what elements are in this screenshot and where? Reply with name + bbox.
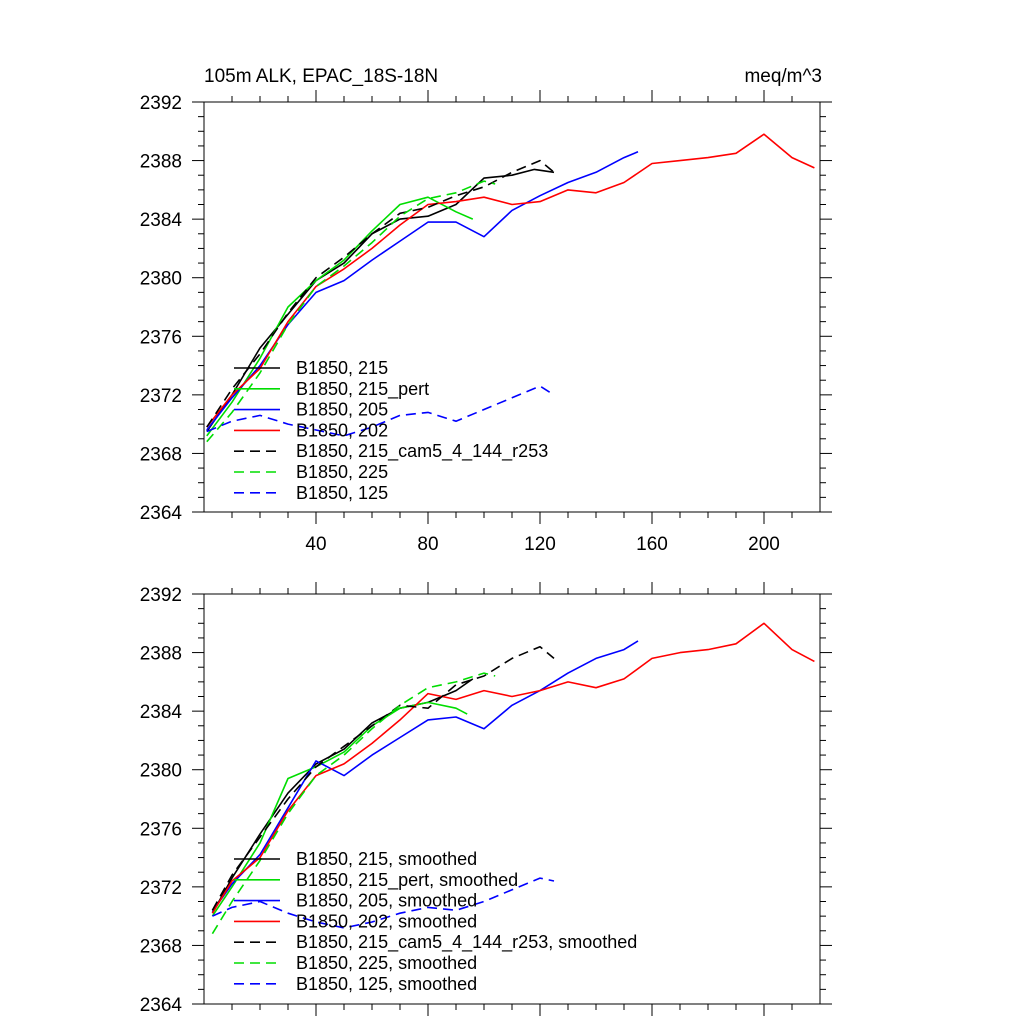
y-tick-label: 2384	[140, 210, 183, 231]
legend-label: B1850, 225, smoothed	[296, 953, 477, 973]
y-tick-label: 2380	[140, 269, 182, 290]
y-tick-label: 2364	[140, 995, 183, 1016]
series-line	[206, 180, 496, 443]
legend-label: B1850, 202	[296, 420, 388, 440]
series-line	[211, 622, 815, 914]
units-label: meq/m^3	[744, 66, 822, 87]
legend-label: B1850, 202, smoothed	[296, 911, 477, 931]
legend-label: B1850, 125	[296, 483, 388, 503]
series-line	[212, 877, 555, 929]
top-axes: 2364 2368 2372 2376 2380 2384 2388 2392 40 80 120 1…	[140, 90, 832, 555]
series-line	[206, 159, 555, 428]
series-line	[206, 133, 815, 428]
series-line	[206, 196, 474, 437]
y-tick-label: 2380	[140, 761, 182, 782]
bottom-axes: 2364 2368 2372 2376 2380 2384 2388 2392	[140, 582, 832, 1016]
y-tick-label: 2364	[140, 503, 183, 524]
y-tick-label: 2388	[140, 152, 182, 173]
legend-label: B1850, 125, smoothed	[296, 974, 477, 994]
chart-title: 105m ALK, EPAC_18S-18N	[204, 66, 438, 87]
legend-label: B1850, 215_cam5_4_144_r253, smoothed	[296, 932, 637, 953]
top-series-group	[206, 133, 815, 443]
y-tick-label: 2388	[140, 644, 182, 665]
legend-label: B1850, 215	[296, 358, 388, 378]
bottom-series-group	[211, 622, 815, 935]
x-tick-label: 80	[417, 534, 438, 555]
x-tick-label: 120	[524, 534, 556, 555]
y-tick-label: 2368	[140, 444, 182, 465]
y-tick-label: 2384	[140, 702, 183, 723]
legend-label: B1850, 215_cam5_4_144_r253	[296, 441, 548, 462]
y-tick-label: 2392	[140, 585, 182, 606]
top-panel: 105m ALK, EPAC_18S-18N meq/m^3 236423682…	[140, 66, 832, 555]
y-tick-label: 2368	[140, 936, 182, 957]
x-tick-label: 40	[305, 534, 326, 555]
legend-label: B1850, 215_pert	[296, 379, 429, 400]
y-tick-label: 2392	[140, 93, 182, 114]
x-tick-label: 160	[636, 534, 668, 555]
y-tick-label: 2372	[140, 386, 182, 407]
y-tick-label: 2372	[140, 878, 182, 899]
series-line	[211, 645, 555, 911]
bottom-panel: 2364 2368 2372 2376 2380 2384 2388 2392 B1850, …	[140, 582, 832, 1016]
series-line	[211, 701, 468, 917]
series-line	[206, 168, 555, 432]
x-tick-label: 200	[748, 534, 780, 555]
series-line	[211, 640, 639, 913]
legend-label: B1850, 215, smoothed	[296, 849, 477, 869]
legend-label: B1850, 205, smoothed	[296, 891, 477, 911]
y-tick-label: 2376	[140, 327, 182, 348]
y-tick-label: 2376	[140, 819, 182, 840]
legend-label: B1850, 205	[296, 400, 388, 420]
legend-label: B1850, 225	[296, 462, 388, 482]
series-line	[211, 672, 496, 935]
legend-label: B1850, 215_pert, smoothed	[296, 870, 518, 891]
